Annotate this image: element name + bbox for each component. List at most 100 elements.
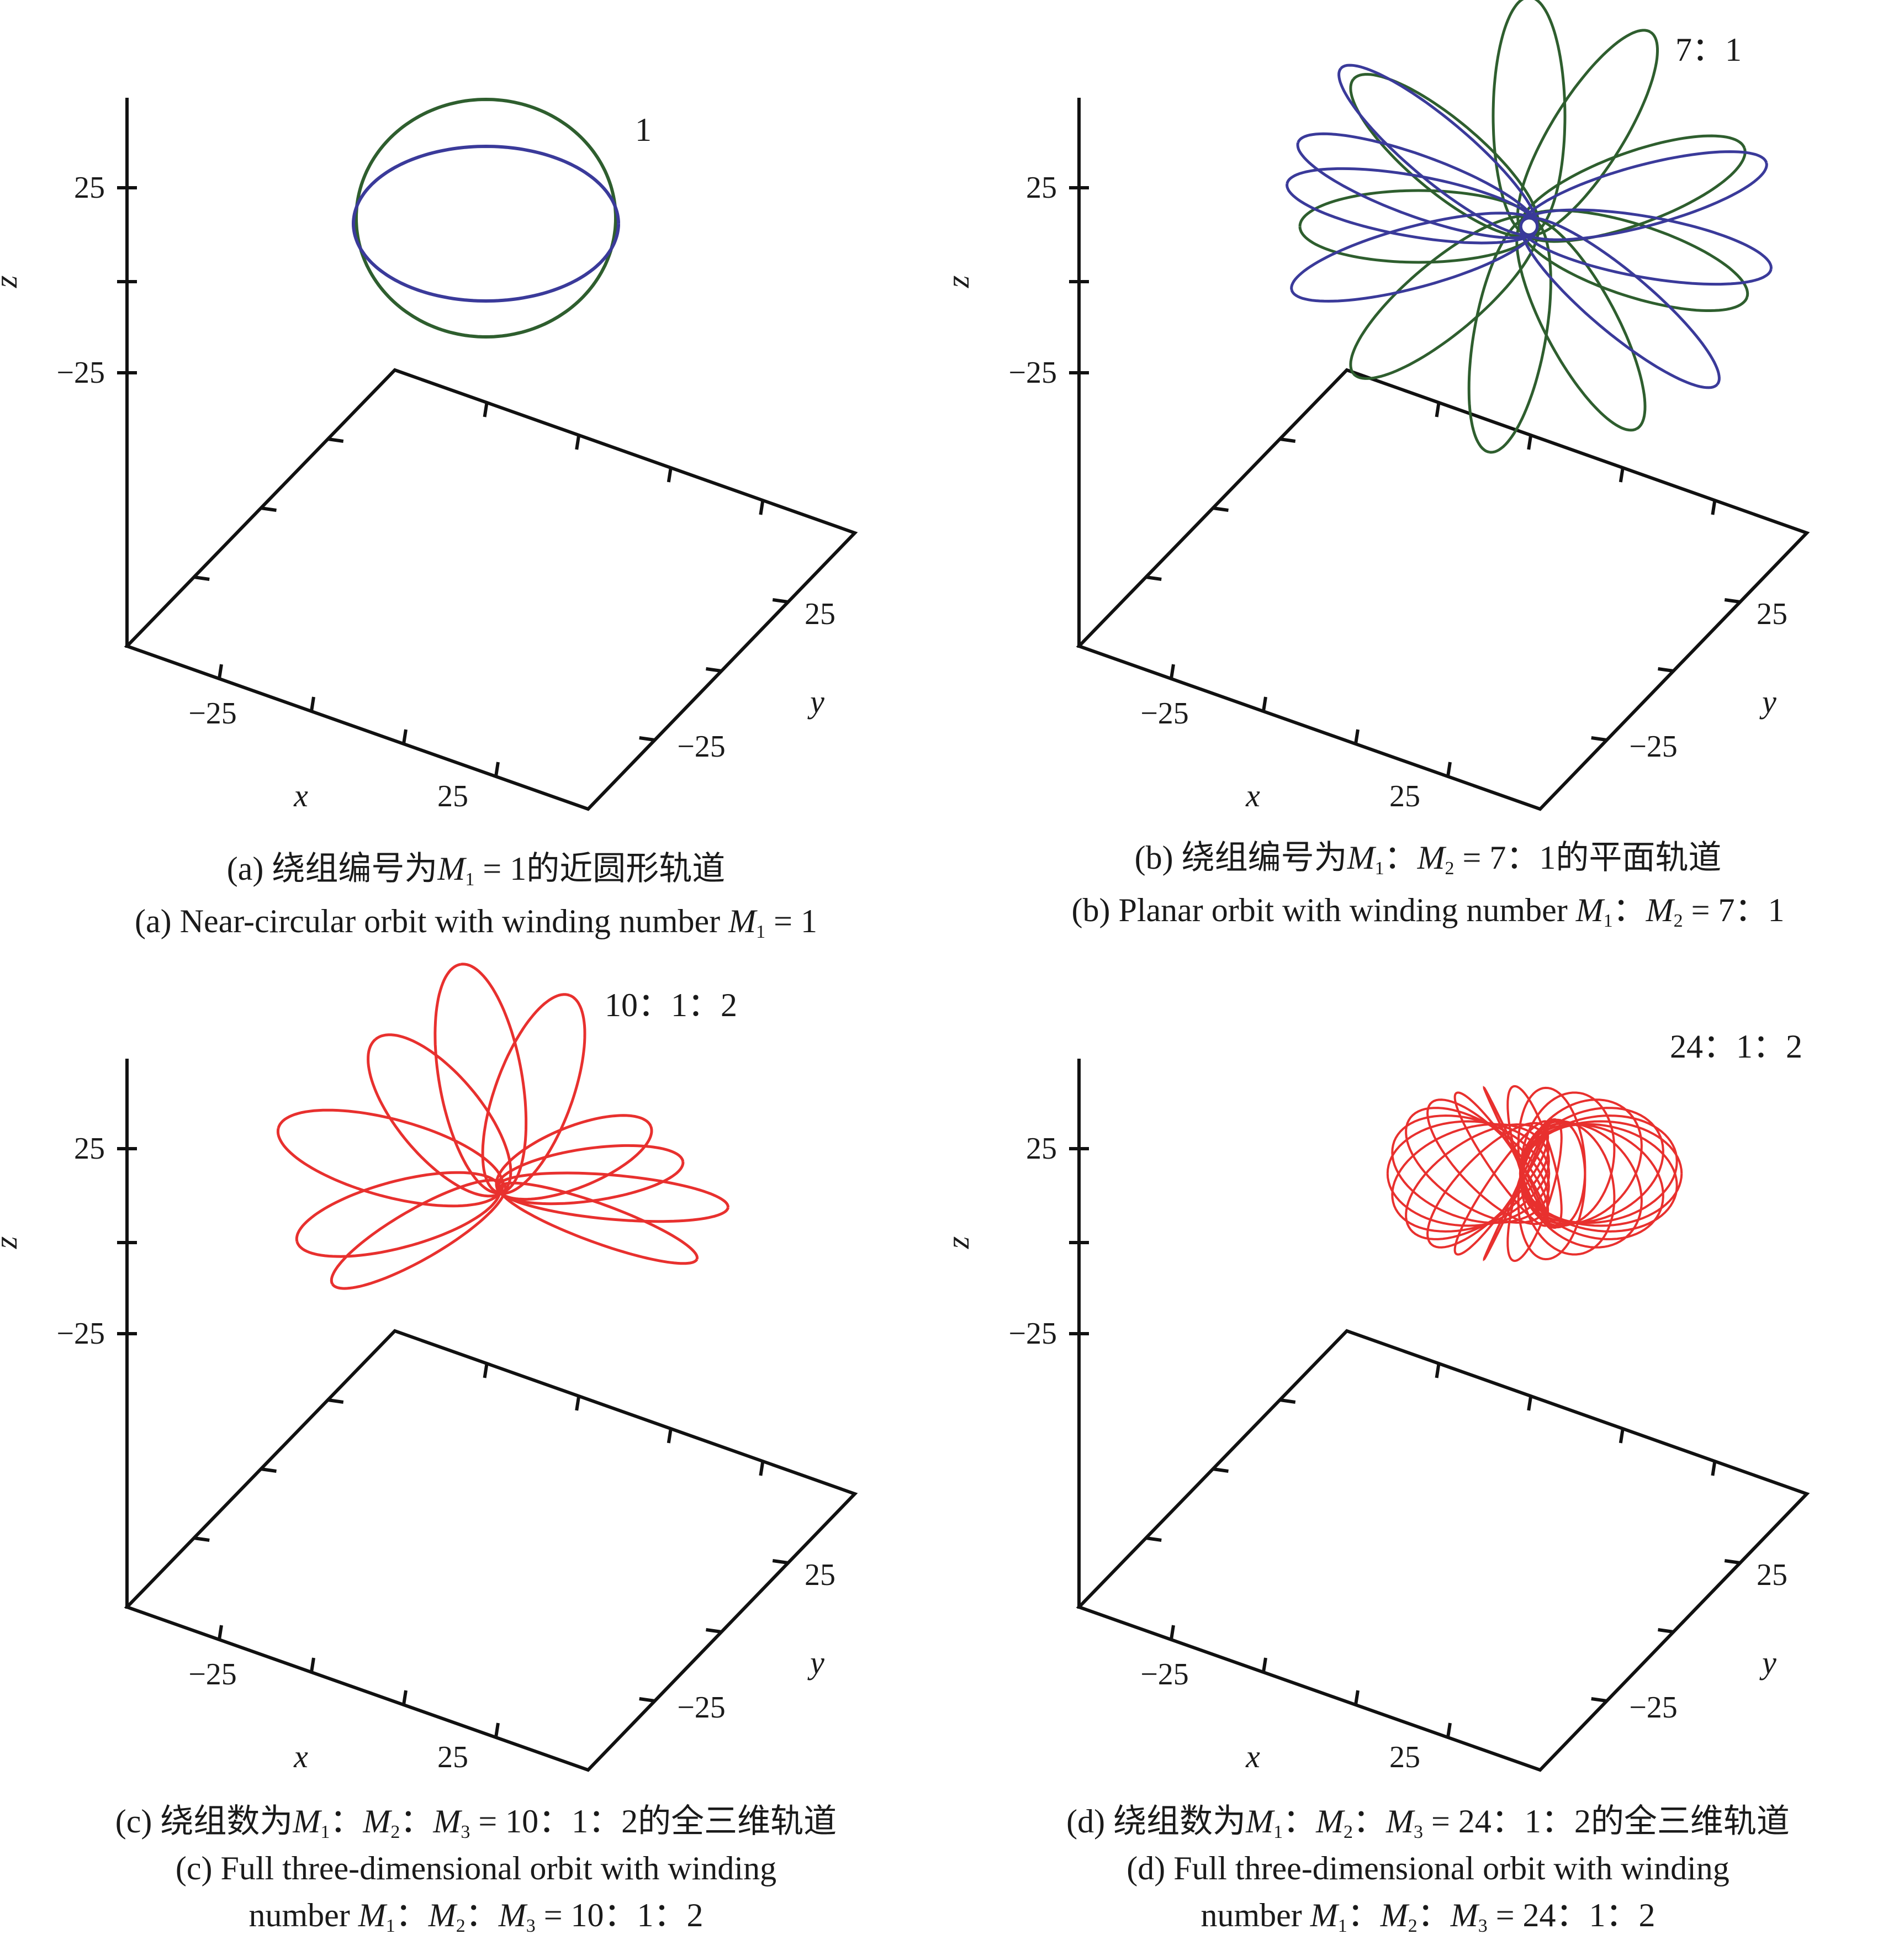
formula-c-cn: M1：M2：M3 xyxy=(293,1803,470,1842)
x-axis-label: x xyxy=(293,1738,308,1774)
back-tick xyxy=(759,500,765,515)
left-tick xyxy=(327,1398,344,1404)
y-axis-label: y xyxy=(1759,1645,1776,1681)
back-tick xyxy=(1435,402,1441,418)
y-tick xyxy=(1658,667,1674,673)
back-tick xyxy=(575,435,581,450)
x-tick-label-neg25: −25 xyxy=(188,1657,237,1692)
x-tick xyxy=(1446,762,1452,777)
x-tick xyxy=(1446,1722,1452,1738)
orbit-red-ring xyxy=(1391,1114,1550,1224)
caption-a-cn: (a) 绕组编号为M1 = 1的近圆形轨道 xyxy=(226,850,726,890)
ratio-label: 1 xyxy=(635,112,652,148)
z-tick-label-neg25: −25 xyxy=(1008,1317,1057,1351)
panel-d: 25 −25 z −25 25 x −25 25 y 24：1：2 xyxy=(940,961,1904,1822)
back-tick xyxy=(1711,500,1717,515)
caption-a-en: (a) Near-circular orbit with winding num… xyxy=(135,903,817,942)
z-tick-label-neg25: −25 xyxy=(56,356,105,390)
caption-b-en: (b) Planar orbit with winding number M1：… xyxy=(1071,892,1785,931)
z-axis-label: z xyxy=(940,1236,976,1250)
z-tick-label-25: 25 xyxy=(1026,171,1057,205)
formula-d-cn: M1：M2：M3 xyxy=(1246,1803,1424,1842)
y-tick xyxy=(639,736,655,742)
orbit-blue-petal xyxy=(1296,132,1539,240)
left-tick xyxy=(1279,437,1296,443)
orbit-blue xyxy=(351,144,620,303)
y-tick xyxy=(1658,1628,1674,1634)
y-tick-label-25: 25 xyxy=(805,597,835,631)
y-tick xyxy=(1724,1559,1741,1565)
orbit-red-loop xyxy=(330,1179,507,1290)
y-tick xyxy=(772,1559,789,1565)
formula-b-cn: M1：M2 xyxy=(1347,839,1455,879)
axes-frame: 25 −25 z −25 25 x −25 25 y xyxy=(940,1059,1810,1774)
caption-d-en-line1: (d) Full three-dimensional orbit with wi… xyxy=(1126,1850,1730,1886)
orbit-red-loop xyxy=(367,1033,512,1198)
x-tick xyxy=(1262,696,1267,712)
x-tick xyxy=(1170,1625,1175,1640)
orbit-red-loop xyxy=(495,1114,653,1201)
caption-d-en-line2: number M1：M2：M3 = 24：1：2 xyxy=(1200,1897,1656,1936)
chart-c: 25 −25 z −25 25 x −25 25 y 10：1：2 xyxy=(0,963,858,1774)
chart-b: 25 −25 z −25 25 x −25 25 y 7：1 xyxy=(940,0,1810,813)
z-tick-label-25: 25 xyxy=(74,1132,105,1166)
z-axis-label: z xyxy=(0,276,24,289)
orbit-red-ring xyxy=(1405,1123,1550,1240)
x-tick-label-25: 25 xyxy=(437,1740,468,1774)
y-tick xyxy=(1591,736,1607,742)
panel-c: 25 −25 z −25 25 x −25 25 y 10：1：2 xyxy=(0,961,952,1822)
y-tick-label-neg25: −25 xyxy=(677,1690,726,1725)
caption-b-cn: (b) 绕组编号为M1：M2 = 7：1的平面轨道 xyxy=(1134,839,1722,879)
z-tick-label-neg25: −25 xyxy=(1008,356,1057,390)
back-tick xyxy=(667,467,673,483)
z-tick-label-25: 25 xyxy=(1026,1132,1057,1166)
y-tick-label-25: 25 xyxy=(1757,597,1787,631)
orbit-red-ring xyxy=(1519,1114,1678,1224)
caption-d-cn: (d) 绕组数为M1：M2：M3 = 24：1：2的全三维轨道 xyxy=(1066,1803,1790,1842)
z-tick-label-neg25: −25 xyxy=(56,1317,105,1351)
orbit-red-loop xyxy=(276,1108,505,1208)
orbit-red-ring xyxy=(1453,1091,1549,1227)
x-tick xyxy=(494,762,500,777)
ratio-label: 24：1：2 xyxy=(1670,1028,1802,1065)
y-tick-label-neg25: −25 xyxy=(677,730,726,764)
floor-box xyxy=(124,1329,858,1772)
floor-box xyxy=(1076,368,1810,811)
axes-frame: 25 −25 z −25 25 x −25 25 y xyxy=(0,1059,858,1774)
formula-b-en: M1：M2 xyxy=(1575,892,1683,931)
z-axis-label: z xyxy=(940,276,976,289)
orbit-red-loop xyxy=(481,993,586,1195)
x-tick xyxy=(218,664,223,679)
orbit-blue-petal xyxy=(1519,216,1721,389)
y-tick xyxy=(772,598,789,604)
back-tick xyxy=(483,402,489,418)
x-tick xyxy=(402,1690,408,1705)
y-axis-label: y xyxy=(1759,684,1776,720)
y-tick xyxy=(706,1628,722,1634)
x-tick xyxy=(310,696,315,712)
back-tick xyxy=(1619,467,1625,483)
left-tick xyxy=(1145,1536,1162,1542)
x-tick-label-neg25: −25 xyxy=(1140,696,1189,731)
back-tick xyxy=(759,1461,765,1476)
orbit-red-ring xyxy=(1405,1107,1550,1224)
x-tick-label-neg25: −25 xyxy=(1140,1657,1189,1692)
left-tick xyxy=(193,575,210,581)
ratio-label: 7：1 xyxy=(1675,31,1742,68)
back-tick xyxy=(1435,1363,1441,1378)
panel-a: 25 −25 z −25 25 x −25 25 y 1 xyxy=(0,0,952,862)
ratio-label: 10：1：2 xyxy=(605,987,737,1023)
x-tick xyxy=(1354,729,1360,744)
axes-frame: 25 −25 z −25 25 x −25 25 y xyxy=(940,98,1810,813)
orbit-red-ring xyxy=(1426,1098,1549,1225)
x-tick-label-neg25: −25 xyxy=(188,696,237,731)
caption-c-en-line1: (c) Full three-dimensional orbit with wi… xyxy=(175,1850,777,1886)
y-tick-label-25: 25 xyxy=(1757,1558,1787,1592)
floor-box xyxy=(124,368,858,811)
x-tick-label-25: 25 xyxy=(1389,1740,1420,1774)
left-tick xyxy=(1213,506,1229,512)
y-tick xyxy=(1724,598,1741,604)
z-axis-label: z xyxy=(0,1236,24,1250)
x-tick-label-25: 25 xyxy=(437,779,468,813)
back-tick xyxy=(1527,435,1533,450)
